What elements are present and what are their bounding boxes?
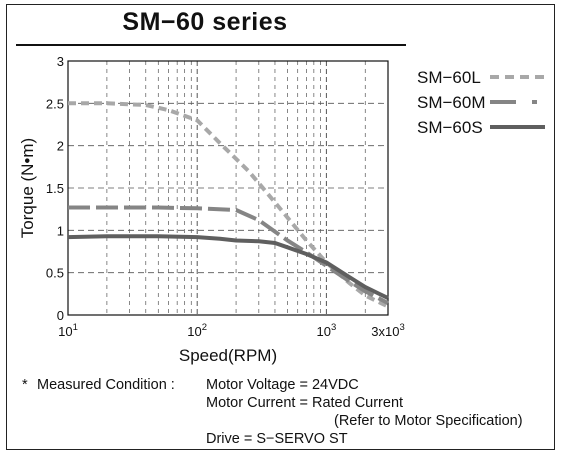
y-tick-label: 3 <box>57 54 64 69</box>
legend: SM−60L SM−60M SM−60S <box>417 68 545 137</box>
x-tick-label: 102 <box>187 322 207 339</box>
y-tick-label: 1.5 <box>46 181 64 196</box>
x-tick-exponent: 1 <box>73 322 78 333</box>
series-group <box>67 101 389 309</box>
y-tick-label: 0 <box>57 308 64 323</box>
condition-bullet: * <box>22 377 28 393</box>
x-tick-label: 3x103 <box>371 322 405 339</box>
y-tick-label: 2.5 <box>46 96 64 111</box>
x-tick-base: 10 <box>316 324 330 339</box>
grid <box>68 61 388 315</box>
x-axis-label: Speed(RPM) <box>179 346 277 365</box>
title-underline <box>16 44 406 46</box>
x-tick-base: 3x10 <box>371 324 399 339</box>
series-line-1 <box>68 205 389 305</box>
condition-motor-voltage: Motor Voltage = 24VDC <box>206 377 359 393</box>
chart-title: SM−60 series <box>122 8 288 36</box>
x-tick-label: 103 <box>316 322 336 339</box>
series-line-2 <box>67 234 389 300</box>
x-tick-base: 10 <box>58 324 72 339</box>
x-tick-exponent: 2 <box>202 322 207 333</box>
plot-border <box>67 60 389 316</box>
x-tick-exponent: 3 <box>331 322 336 333</box>
legend-label-0: SM−60L <box>417 68 481 87</box>
y-tick-label: 2 <box>57 139 64 154</box>
x-tick-label: 101 <box>58 322 78 339</box>
y-tick-label: 0.5 <box>46 266 64 281</box>
y-axis-label: Torque (N•m) <box>18 138 37 238</box>
condition-reference: (Refer to Motor Specification) <box>334 413 523 429</box>
condition-motor-current: Motor Current = Rated Current <box>206 395 404 411</box>
y-tick-label: 1 <box>57 223 64 238</box>
figure-frame <box>6 4 555 450</box>
legend-label-1: SM−60M <box>417 93 486 112</box>
series-line-0 <box>68 101 389 309</box>
condition-heading: Measured Condition : <box>37 377 175 393</box>
x-tick-base: 10 <box>187 324 201 339</box>
legend-label-2: SM−60S <box>417 118 483 137</box>
x-tick-exponent: 3 <box>399 322 404 333</box>
condition-drive: Drive = S−SERVO ST <box>206 431 348 447</box>
